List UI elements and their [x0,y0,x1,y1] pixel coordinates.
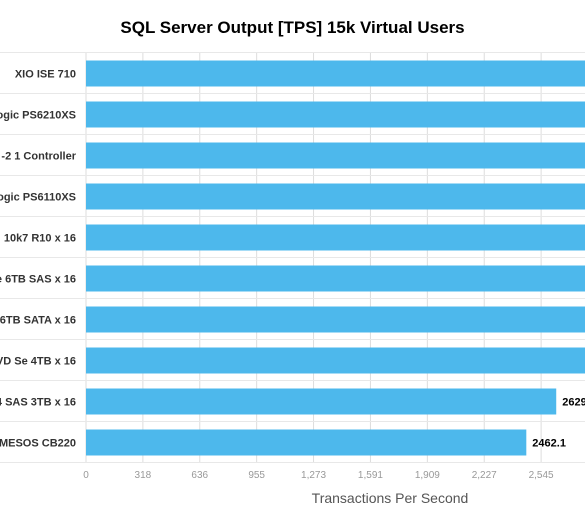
x-tick-label: 2,545 [529,470,554,481]
bar [86,265,585,292]
category-label: 6TB SATA x 16 [0,315,76,327]
category-label: -2 1 Controller [1,151,76,163]
bar [86,101,585,128]
category-label: VD Se 4TB x 16 [0,356,76,368]
category-label: ogic PS6110XS [0,192,76,204]
x-tick-label: 2,227 [472,470,497,481]
bar [86,183,585,210]
bar [86,60,585,87]
bars [86,60,585,456]
x-tick-label: 955 [248,470,265,481]
category-label: MESOS CB220 [0,438,76,450]
x-axis-title: Transactions Per Second [312,490,469,506]
bar [86,347,585,374]
category-label: ogic PS6210XS [0,110,76,122]
value-label: 2629.4 [562,397,585,409]
x-tick-label: 636 [191,470,208,481]
grid-lines [0,52,585,463]
category-label: e 6TB SAS x 16 [0,274,76,286]
x-tick-label: 1,909 [415,470,440,481]
x-tick-label: 0 [83,470,89,481]
x-tick-label: 318 [135,470,152,481]
bar [86,224,585,251]
value-labels: 2629.4 2462.1 [532,397,585,450]
category-labels: XIO ISE 710 ogic PS6210XS -2 1 Controller o… [0,69,77,450]
category-label: 4 SAS 3TB x 16 [0,397,76,409]
x-tick-label: 1,591 [358,470,383,481]
bar [86,142,585,169]
bar [86,388,557,415]
category-label: 10k7 R10 x 16 [4,233,76,245]
chart-title: SQL Server Output [TPS] 15k Virtual User… [120,18,465,37]
value-label: 2462.1 [532,438,566,450]
x-tick-label: 1,273 [301,470,326,481]
bar [86,429,527,456]
bar [86,306,585,333]
category-label: XIO ISE 710 [15,69,76,81]
